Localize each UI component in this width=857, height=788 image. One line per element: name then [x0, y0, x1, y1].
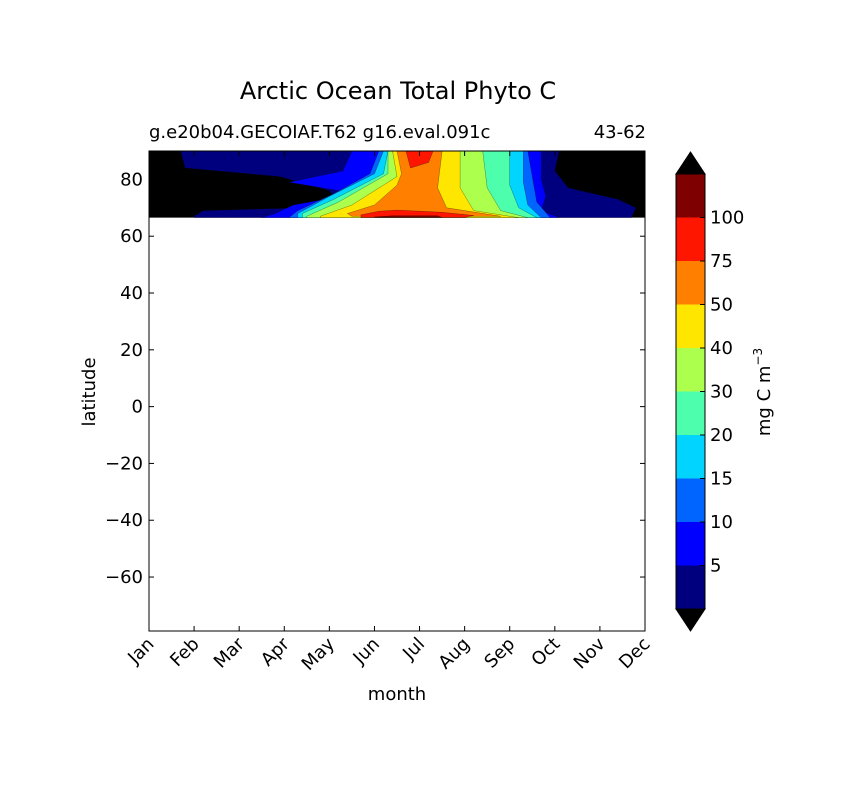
chart-subtitle-right: 43-62	[594, 122, 646, 143]
colorbar-tick-label: 75	[710, 251, 733, 272]
contour-field	[149, 151, 645, 218]
x-tick-label: Feb	[166, 634, 203, 671]
colorbar-tick-label: 10	[710, 512, 733, 533]
x-tick-label: Nov	[570, 633, 610, 673]
colorbar-tick-label: 30	[710, 382, 733, 403]
colorbar-segment	[676, 565, 705, 609]
y-tick-label: 20	[120, 340, 143, 361]
x-tick-label: Dec	[615, 634, 654, 673]
y-tick-label: 60	[120, 226, 143, 247]
y-tick-label: 0	[132, 397, 143, 418]
plot-frame	[148, 150, 646, 632]
y-axis-label: latitude	[79, 357, 100, 426]
x-tick-label: Jul	[398, 634, 429, 665]
colorbar-tick-label: 100	[710, 208, 744, 229]
colorbar-label: mg C m−3	[751, 348, 775, 436]
colorbar-tick-label: 20	[710, 425, 733, 446]
contour-band-100	[405, 151, 434, 169]
contour-band-125	[374, 215, 443, 218]
plot-background	[149, 151, 645, 631]
svg-text:mg C m−3: mg C m−3	[751, 348, 775, 436]
colorbar-tick-label: 15	[710, 469, 733, 490]
x-tick-label: May	[298, 633, 339, 674]
colorbar-segment	[676, 348, 705, 392]
colorbar-segment	[676, 174, 705, 218]
colorbar-segment	[676, 478, 705, 522]
colorbar-segment	[676, 217, 705, 261]
colorbar-segment	[676, 261, 705, 305]
chart-subtitle-left: g.e20b04.GECOIAF.T62 g16.eval.091c	[149, 122, 490, 143]
x-tick-label: Mar	[210, 633, 249, 672]
y-axis: 80 60 40 20 0 −20 −40 −60	[105, 169, 645, 588]
colorbar-tick-label: 50	[710, 295, 733, 316]
y-tick-label: −20	[105, 453, 143, 474]
x-tick-label: Oct	[527, 634, 564, 671]
y-tick-label: 80	[120, 169, 143, 190]
plot-area	[148, 150, 646, 632]
colorbar: 5 10 15 20 30 40 50 75 100	[675, 151, 744, 632]
colorbar-segment	[676, 435, 705, 479]
x-axis-label: month	[368, 684, 426, 705]
chart-title: Arctic Ocean Total Phyto C	[240, 77, 556, 105]
colorbar-segment	[676, 391, 705, 435]
colorbar-extend-bottom	[675, 608, 706, 632]
x-tick-label: Aug	[434, 634, 474, 674]
colorbar-tick-label: 40	[710, 338, 733, 359]
colorbar-tick-label: 5	[710, 556, 721, 577]
colorbar-segment	[676, 522, 705, 566]
colorbar-segment	[676, 304, 705, 348]
colorbar-label-unit: mg C m	[754, 366, 775, 437]
y-tick-label: 40	[120, 283, 143, 304]
y-tick-label: −60	[105, 567, 143, 588]
x-tick-label: Apr	[257, 633, 294, 670]
x-tick-label: Jan	[123, 634, 158, 669]
colorbar-extend-top	[675, 151, 706, 175]
contour-band-75	[346, 151, 501, 217]
x-tick-label: Jun	[349, 634, 384, 669]
y-tick-label: −40	[105, 510, 143, 531]
colorbar-label-exponent: −3	[751, 348, 765, 366]
x-tick-label: Sep	[480, 634, 519, 673]
